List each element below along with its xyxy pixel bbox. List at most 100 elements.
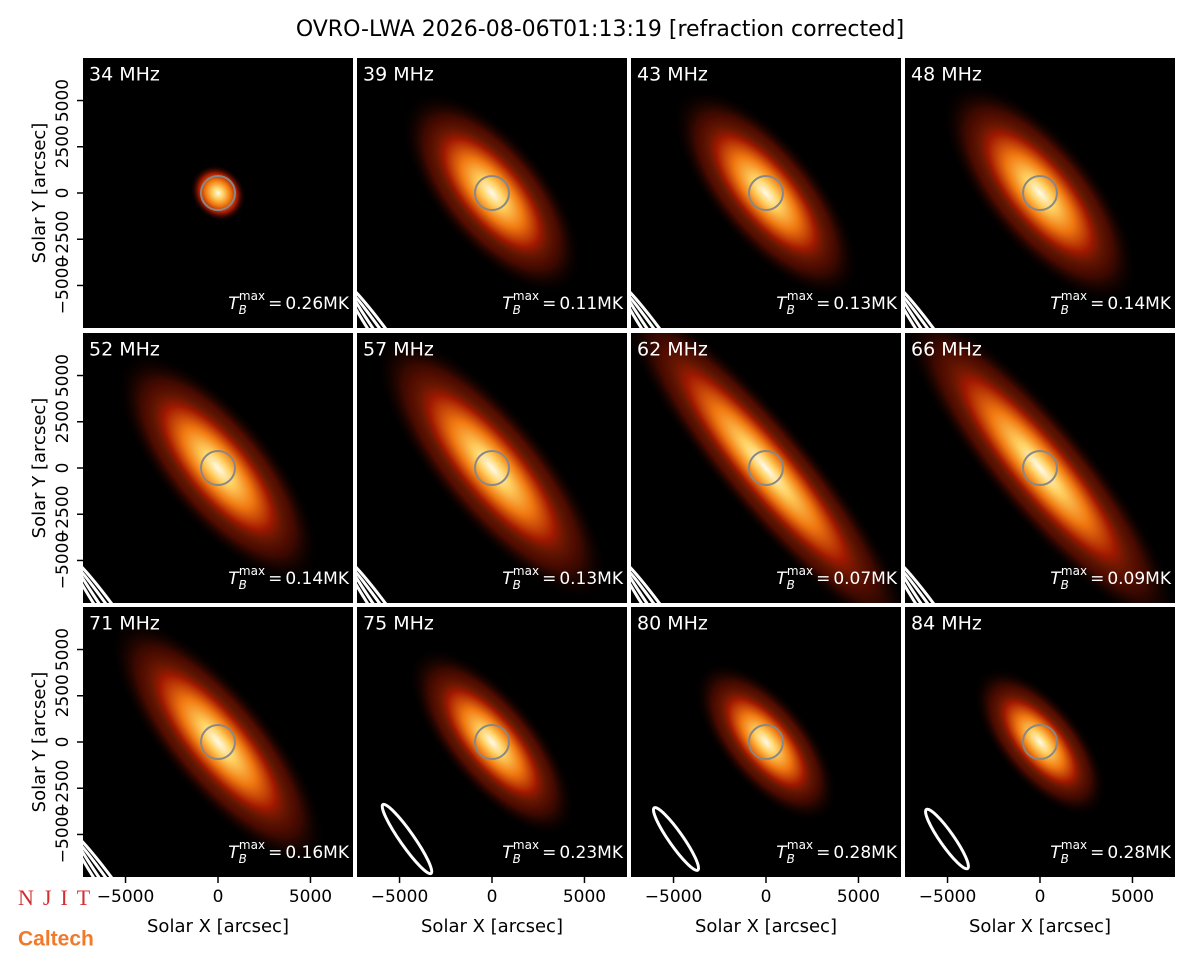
tmax-symbol: T: [502, 294, 514, 314]
panel: 62 MHz TBmax = 0.07MK: [631, 333, 901, 603]
frequency-label: 80 MHz: [637, 613, 708, 635]
tmax-superscript: max: [787, 564, 813, 578]
beam: [651, 806, 701, 872]
tmax-value: 0.26: [285, 294, 323, 314]
tmax-label: TBmax = 0.16MK: [228, 838, 350, 866]
x-axis-label: Solar X [arcsec]: [695, 916, 837, 937]
frequency-label: 75 MHz: [363, 613, 434, 635]
beam: [924, 807, 970, 871]
tmax-equals: =: [542, 843, 556, 863]
tmax-superscript: max: [1061, 838, 1087, 852]
tmax-equals: =: [816, 294, 830, 314]
tmax-symbol: T: [1050, 294, 1062, 314]
tmax-unit: MK: [871, 569, 898, 589]
logo-caltech: Caltech: [18, 928, 94, 951]
frequency-label: 84 MHz: [911, 613, 982, 635]
tmax-equals: =: [816, 843, 830, 863]
tmax-label: TBmax = 0.14MK: [228, 564, 350, 592]
tmax-subscript: B: [513, 303, 521, 317]
tmax-value: 0.16: [285, 843, 323, 863]
tmax-value: 0.23: [559, 843, 597, 863]
frequency-label: 48 MHz: [911, 64, 982, 86]
tmax-unit: MK: [323, 569, 350, 589]
tmax-label: TBmax = 0.13MK: [502, 564, 624, 592]
tmax-symbol: T: [228, 294, 240, 314]
panel-content: [924, 667, 1107, 871]
tmax-value: 0.14: [1107, 294, 1145, 314]
tmax-equals: =: [1090, 294, 1104, 314]
y-tick-label: 2500: [53, 125, 73, 168]
tmax-equals: =: [268, 569, 282, 589]
y-axis-label: Solar Y [arcsec]: [29, 398, 50, 539]
y-tick-label: 0: [53, 188, 73, 199]
tmax-subscript: B: [239, 852, 247, 866]
tmax-unit: MK: [323, 843, 350, 863]
y-tick-label: −2500: [53, 485, 73, 543]
tmax-label: TBmax = 0.13MK: [776, 289, 898, 317]
frequency-label: 34 MHz: [89, 64, 160, 86]
tmax-label: TBmax = 0.11MK: [502, 289, 624, 317]
tmax-value: 0.28: [1107, 843, 1145, 863]
y-tick-label: −5000: [53, 532, 73, 590]
tmax-superscript: max: [239, 564, 265, 578]
x-tick-label: 5000: [837, 887, 880, 907]
x-tick-label: −5000: [371, 887, 429, 907]
panel-content: [380, 647, 576, 876]
tmax-unit: MK: [871, 294, 898, 314]
tmax-subscript: B: [787, 578, 795, 592]
frequency-label: 71 MHz: [89, 613, 160, 635]
tmax-symbol: T: [1050, 569, 1062, 589]
solar-disk: [474, 175, 510, 211]
tmax-unit: MK: [323, 294, 350, 314]
emission: [190, 164, 246, 222]
panel: 39 MHz TBmax = 0.11MK: [357, 58, 627, 328]
emission: [989, 685, 1091, 799]
panel-content: [357, 333, 609, 603]
panel: 43 MHz TBmax = 0.13MK: [631, 58, 901, 328]
tmax-value: 0.11: [559, 294, 597, 314]
tmax-superscript: max: [239, 289, 265, 303]
tmax-label: TBmax = 0.23MK: [502, 838, 624, 866]
y-tick-label: −2500: [53, 759, 73, 817]
tmax-subscript: B: [239, 578, 247, 592]
x-tick-label: −5000: [919, 887, 977, 907]
tmax-label: TBmax = 0.28MK: [1050, 838, 1172, 866]
solar-disk: [200, 724, 236, 760]
tmax-superscript: max: [787, 838, 813, 852]
x-tick-label: 5000: [289, 887, 332, 907]
x-tick-label: 0: [1035, 887, 1046, 907]
tmax-subscript: B: [239, 303, 247, 317]
panel: 66 MHz TBmax = 0.09MK: [905, 333, 1175, 603]
tmax-label: TBmax = 0.28MK: [776, 838, 898, 866]
y-tick-label: −2500: [53, 210, 73, 268]
solar-disk: [1022, 450, 1058, 486]
y-tick-label: 2500: [53, 400, 73, 443]
tmax-value: 0.13: [559, 569, 597, 589]
solar-disk: [200, 450, 236, 486]
panel-content: [905, 82, 1138, 328]
tmax-label: TBmax = 0.26MK: [228, 289, 350, 317]
tmax-label: TBmax = 0.09MK: [1050, 564, 1172, 592]
tmax-equals: =: [816, 569, 830, 589]
y-tick-label: 5000: [53, 628, 73, 671]
y-tick-label: 0: [53, 463, 73, 474]
tmax-equals: =: [542, 294, 556, 314]
x-tick-label: −5000: [97, 887, 155, 907]
x-tick-label: 5000: [1111, 887, 1154, 907]
x-tick-label: 0: [487, 887, 498, 907]
tmax-superscript: max: [1061, 564, 1087, 578]
panel-content: [631, 333, 901, 603]
panel-content: [357, 91, 583, 328]
tmax-subscript: B: [787, 852, 795, 866]
tmax-subscript: B: [1061, 578, 1069, 592]
frequency-label: 57 MHz: [363, 339, 434, 361]
panel-content: [631, 87, 859, 328]
emission: [135, 646, 301, 838]
tmax-equals: =: [542, 569, 556, 589]
tmax-subscript: B: [1061, 852, 1069, 866]
panel: 34 MHz TBmax = 0.26MK: [83, 58, 353, 328]
tmax-superscript: max: [1061, 289, 1087, 303]
tmax-label: TBmax = 0.07MK: [776, 564, 898, 592]
emission: [653, 335, 879, 601]
